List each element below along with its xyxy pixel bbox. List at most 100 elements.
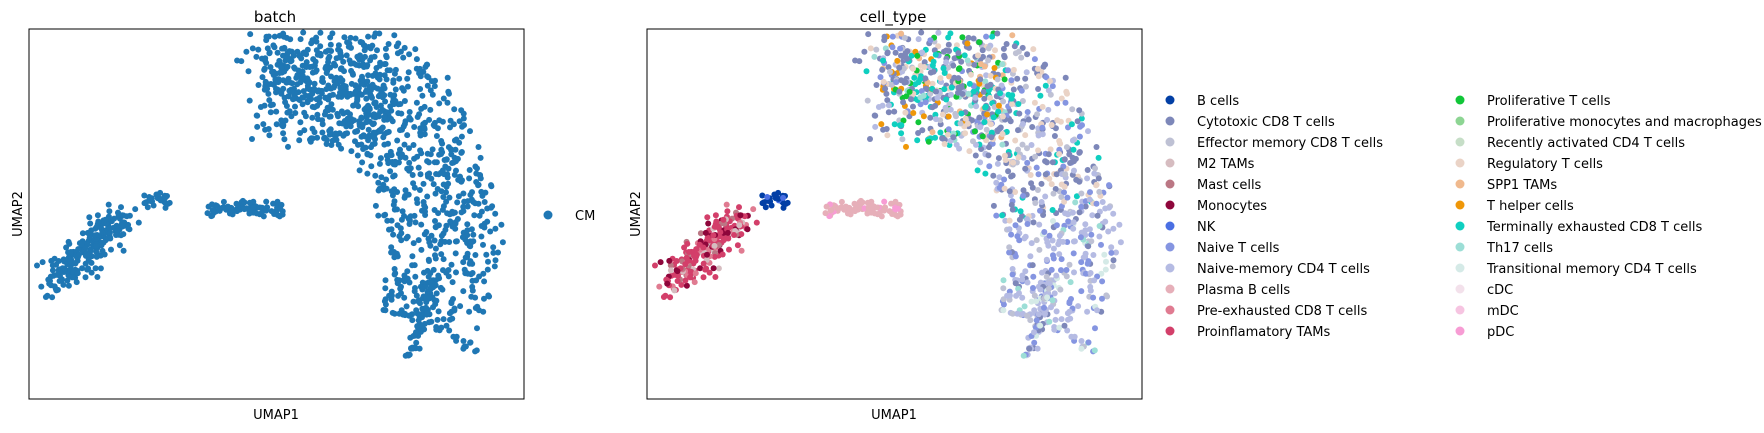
scatter-point: [693, 251, 700, 258]
scatter-point: [44, 292, 51, 299]
scatter-point: [481, 295, 487, 302]
scatter-point: [902, 54, 909, 61]
scatter-point: [1039, 103, 1046, 110]
scatter-point: [1031, 292, 1038, 299]
scatter-point: [307, 138, 314, 145]
scatter-point: [983, 33, 990, 40]
scatter-point: [1078, 190, 1085, 197]
scatter-point: [993, 179, 1000, 186]
scatter-point: [79, 265, 86, 272]
scatter-point: [329, 30, 336, 37]
scatter-point: [397, 101, 404, 107]
scatter-point: [401, 98, 408, 104]
scatter-point: [348, 80, 355, 87]
scatter-point: [455, 176, 462, 183]
scatter-point: [425, 256, 432, 263]
scatter-point: [431, 207, 438, 213]
scatter-point: [1029, 262, 1036, 269]
scatter-point: [474, 325, 480, 332]
scatter-point: [299, 101, 306, 108]
scatter-point: [78, 241, 85, 248]
scatter-point: [267, 64, 274, 71]
scatter-point: [357, 52, 363, 59]
scatter-point: [998, 82, 1005, 89]
scatter-point: [1045, 87, 1052, 94]
scatter-point: [1061, 156, 1068, 163]
scatter-point: [997, 90, 1004, 97]
scatter-point: [108, 246, 114, 253]
scatter-point: [1101, 251, 1108, 258]
scatter-point: [1037, 322, 1044, 329]
scatter-point: [476, 212, 483, 219]
scatter-point: [1103, 258, 1109, 265]
scatter-point: [1021, 303, 1028, 310]
scatter-point: [370, 134, 377, 141]
scatter-point: [288, 88, 295, 95]
scatter-point: [270, 200, 277, 207]
scatter-point: [391, 310, 398, 317]
scatter-point: [396, 310, 403, 317]
scatter-point: [933, 116, 939, 123]
scatter-point: [898, 30, 905, 37]
scatter-point: [1084, 308, 1091, 315]
scatter-point: [404, 233, 411, 240]
scatter-point: [1096, 188, 1103, 195]
panel-cell-type-title: cell_type: [860, 8, 927, 27]
scatter-point: [1000, 45, 1007, 52]
scatter-point: [719, 251, 726, 258]
scatter-point: [432, 252, 438, 259]
scatter-point: [64, 277, 71, 284]
scatter-point: [387, 168, 394, 175]
scatter-point: [941, 86, 948, 93]
scatter-point: [417, 311, 424, 318]
scatter-point: [983, 126, 990, 133]
scatter-point: [491, 263, 498, 270]
scatter-point: [135, 219, 142, 226]
scatter-point: [935, 43, 942, 50]
scatter-point: [1046, 318, 1053, 325]
scatter-point: [1029, 124, 1036, 130]
scatter-point: [322, 65, 329, 72]
scatter-point: [678, 281, 685, 288]
scatter-point: [731, 232, 737, 238]
scatter-point: [1006, 292, 1013, 299]
scatter-point: [391, 271, 398, 278]
scatter-point: [1062, 74, 1069, 81]
scatter-point: [370, 129, 377, 136]
scatter-point: [871, 112, 878, 119]
legend-marker: [1165, 326, 1175, 336]
scatter-point: [897, 45, 904, 52]
scatter-point: [868, 204, 875, 211]
scatter-point: [927, 90, 934, 97]
scatter-point: [1065, 218, 1072, 225]
scatter-point: [947, 30, 954, 37]
scatter-point: [279, 45, 286, 52]
scatter-point: [359, 159, 366, 166]
scatter-point: [375, 212, 382, 219]
scatter-point: [1032, 153, 1039, 160]
scatter-point: [382, 277, 389, 284]
scatter-point: [369, 72, 376, 79]
scatter-point: [1018, 54, 1025, 61]
legend-marker: [1455, 179, 1465, 189]
scatter-point: [873, 46, 880, 53]
scatter-point: [301, 127, 308, 134]
scatter-point: [1008, 201, 1015, 208]
scatter-point: [1038, 199, 1045, 205]
scatter-point: [106, 229, 113, 236]
scatter-point: [394, 253, 401, 260]
scatter-point: [275, 79, 282, 86]
scatter-point: [447, 316, 453, 323]
scatter-point: [402, 352, 409, 359]
scatter-point: [86, 251, 92, 258]
scatter-point: [358, 39, 365, 46]
scatter-point: [965, 90, 972, 97]
scatter-point: [93, 253, 100, 260]
legend-marker: [1455, 242, 1465, 252]
scatter-point: [1077, 123, 1084, 130]
scatter-point: [360, 146, 367, 152]
scatter-point: [488, 204, 494, 211]
scatter-point: [1006, 217, 1013, 224]
scatter-point: [1087, 283, 1094, 290]
panel-batch: batch UMAP1 UMAP2 CM: [11, 8, 595, 423]
